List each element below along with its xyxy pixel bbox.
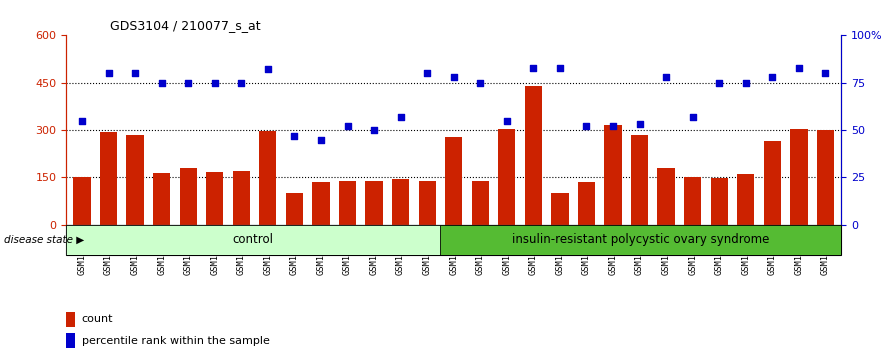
- Text: count: count: [82, 314, 113, 325]
- Bar: [73, 177, 91, 225]
- Text: disease state ▶: disease state ▶: [4, 235, 85, 245]
- Point: [234, 80, 248, 86]
- Point: [500, 118, 514, 124]
- Bar: [285, 193, 303, 225]
- Point: [340, 124, 354, 129]
- Bar: [127, 136, 144, 225]
- Point: [818, 70, 833, 76]
- Point: [128, 70, 142, 76]
- Point: [526, 65, 540, 70]
- Bar: [578, 182, 595, 225]
- Point: [712, 80, 726, 86]
- Point: [447, 74, 461, 80]
- Bar: [180, 168, 196, 225]
- Bar: [313, 182, 329, 225]
- Bar: [66, 312, 76, 327]
- Bar: [418, 181, 436, 225]
- Point: [766, 74, 780, 80]
- Text: GDS3104 / 210077_s_at: GDS3104 / 210077_s_at: [110, 19, 261, 32]
- Bar: [440, 225, 841, 255]
- Point: [314, 137, 328, 142]
- Bar: [445, 137, 463, 225]
- Bar: [525, 86, 542, 225]
- Bar: [764, 141, 781, 225]
- Bar: [711, 178, 728, 225]
- Point: [580, 124, 594, 129]
- Bar: [684, 177, 701, 225]
- Bar: [471, 181, 489, 225]
- Bar: [153, 173, 170, 225]
- Point: [685, 114, 700, 120]
- Point: [261, 67, 275, 72]
- Bar: [552, 193, 568, 225]
- Point: [553, 65, 567, 70]
- Point: [367, 127, 381, 133]
- Bar: [339, 181, 356, 225]
- Bar: [66, 333, 76, 348]
- Bar: [259, 131, 277, 225]
- Bar: [737, 174, 754, 225]
- Text: insulin-resistant polycystic ovary syndrome: insulin-resistant polycystic ovary syndr…: [512, 233, 769, 246]
- Bar: [604, 125, 622, 225]
- Point: [181, 80, 196, 86]
- Text: percentile rank within the sample: percentile rank within the sample: [82, 336, 270, 346]
- Point: [792, 65, 806, 70]
- Point: [154, 80, 168, 86]
- Bar: [233, 171, 250, 225]
- Bar: [392, 179, 410, 225]
- Bar: [631, 136, 648, 225]
- Bar: [657, 168, 675, 225]
- Point: [394, 114, 408, 120]
- Point: [287, 133, 301, 139]
- Bar: [817, 130, 834, 225]
- Point: [633, 121, 647, 127]
- Point: [101, 70, 115, 76]
- Bar: [66, 225, 440, 255]
- Point: [659, 74, 673, 80]
- Bar: [498, 129, 515, 225]
- Bar: [206, 172, 224, 225]
- Point: [208, 80, 222, 86]
- Point: [739, 80, 753, 86]
- Bar: [100, 132, 117, 225]
- Point: [606, 124, 620, 129]
- Point: [75, 118, 89, 124]
- Bar: [790, 129, 808, 225]
- Bar: [366, 181, 382, 225]
- Point: [420, 70, 434, 76]
- Text: control: control: [233, 233, 274, 246]
- Point: [473, 80, 487, 86]
